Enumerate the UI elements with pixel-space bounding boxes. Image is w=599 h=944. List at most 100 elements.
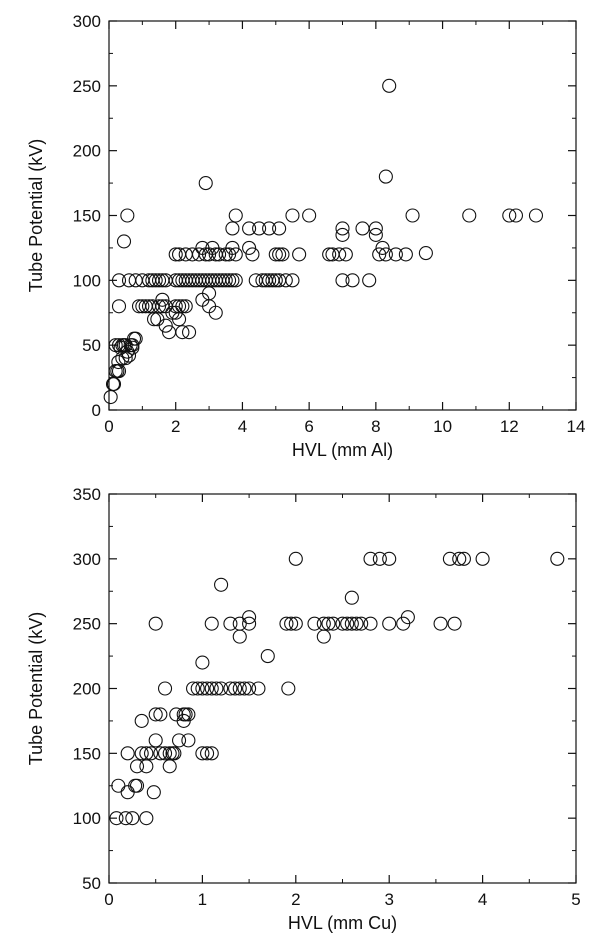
data-point [120, 208, 135, 223]
x-axis-label: HVL (mm Al) [292, 440, 393, 460]
data-point [204, 746, 219, 761]
data-point [321, 616, 336, 631]
data-point [268, 247, 283, 262]
x-tick-label: 0 [104, 890, 113, 909]
y-tick-label: 300 [73, 550, 101, 569]
data-point [279, 616, 294, 631]
x-tick-label: 1 [198, 890, 207, 909]
data-point [225, 221, 240, 236]
chart-cu: 0 1 2 3 4 5 50 100 150 200 250 300 350 HVL (mm Cu) Tub… [26, 485, 581, 933]
data-point [175, 299, 190, 314]
data-point [344, 616, 359, 631]
x-tick-label: 10 [433, 417, 452, 436]
data-point [281, 681, 296, 696]
y-tick-label: 300 [73, 12, 101, 31]
data-point [182, 325, 197, 340]
data-point [129, 778, 145, 793]
data-point [111, 364, 127, 379]
data-point [214, 681, 229, 696]
data-point [157, 746, 173, 761]
data-point [242, 616, 257, 631]
data-point [225, 273, 240, 288]
data-point [118, 811, 133, 826]
data-point [103, 389, 118, 405]
data-point [335, 221, 350, 236]
data-point [222, 273, 237, 288]
data-point [363, 616, 378, 631]
data-point [262, 273, 277, 288]
data-point [121, 348, 137, 363]
data-point [153, 746, 168, 761]
data-point [242, 240, 257, 255]
data-point [167, 746, 182, 761]
data-point [109, 811, 124, 826]
data-point [228, 273, 243, 288]
data-point [272, 247, 287, 262]
data-point [178, 707, 193, 722]
data-point [252, 221, 267, 236]
data-point [134, 713, 149, 728]
x-tick-label: 3 [384, 890, 393, 909]
data-point [222, 247, 237, 262]
data-point [146, 785, 161, 800]
data-point [111, 273, 127, 288]
data-point [212, 247, 227, 262]
data-point [288, 551, 303, 566]
y-tick-label: 0 [92, 401, 101, 420]
plot-frame [108, 493, 577, 884]
data-point [151, 299, 167, 314]
chart-al: 0 2 4 6 8 10 12 14 0 50 100 150 200 250 300 HVL (mm Al)… [26, 12, 585, 460]
y-tick-label: 150 [73, 744, 101, 763]
data-point [150, 312, 165, 327]
data-point [550, 551, 565, 566]
data-point [405, 208, 420, 223]
y-axis-label: Tube Potential (kV) [26, 612, 46, 765]
data-point [260, 649, 275, 664]
data-point [200, 681, 215, 696]
data-point [195, 681, 210, 696]
data-point [262, 221, 277, 236]
data-point [157, 681, 173, 696]
data-point [326, 616, 341, 631]
data-point [202, 286, 217, 301]
data-point [456, 551, 471, 566]
data-point [204, 681, 219, 696]
data-point [452, 551, 467, 566]
data-point [382, 616, 397, 631]
data-point [332, 247, 347, 262]
data-point [355, 221, 370, 236]
data-point [275, 247, 290, 262]
data-point [218, 273, 233, 288]
data-point [335, 616, 350, 631]
data-point [251, 681, 266, 696]
data-point [116, 234, 132, 249]
data-point [442, 551, 457, 566]
x-tick-label: 4 [478, 890, 487, 909]
x-tick-label: 0 [104, 417, 113, 436]
data-point [362, 273, 377, 288]
data-point [209, 681, 224, 696]
data-point [232, 629, 247, 644]
data-point [502, 208, 517, 223]
data-point [204, 616, 219, 631]
data-point [214, 577, 229, 592]
data-point [172, 733, 187, 748]
plot-frame [108, 20, 577, 411]
data-point [462, 208, 477, 223]
data-point [372, 551, 387, 566]
data-point [168, 299, 183, 314]
data-point [175, 325, 190, 340]
data-point [181, 733, 196, 748]
data-point [368, 227, 383, 242]
data-point [354, 616, 369, 631]
data-point [232, 681, 247, 696]
data-point [344, 590, 359, 605]
x-tick-label: 8 [371, 417, 380, 436]
data-point [433, 616, 448, 631]
data-point [153, 707, 168, 722]
data-point [245, 247, 260, 262]
data-point [349, 616, 364, 631]
data-point [508, 208, 524, 223]
data-point [242, 681, 257, 696]
data-point [178, 299, 193, 314]
